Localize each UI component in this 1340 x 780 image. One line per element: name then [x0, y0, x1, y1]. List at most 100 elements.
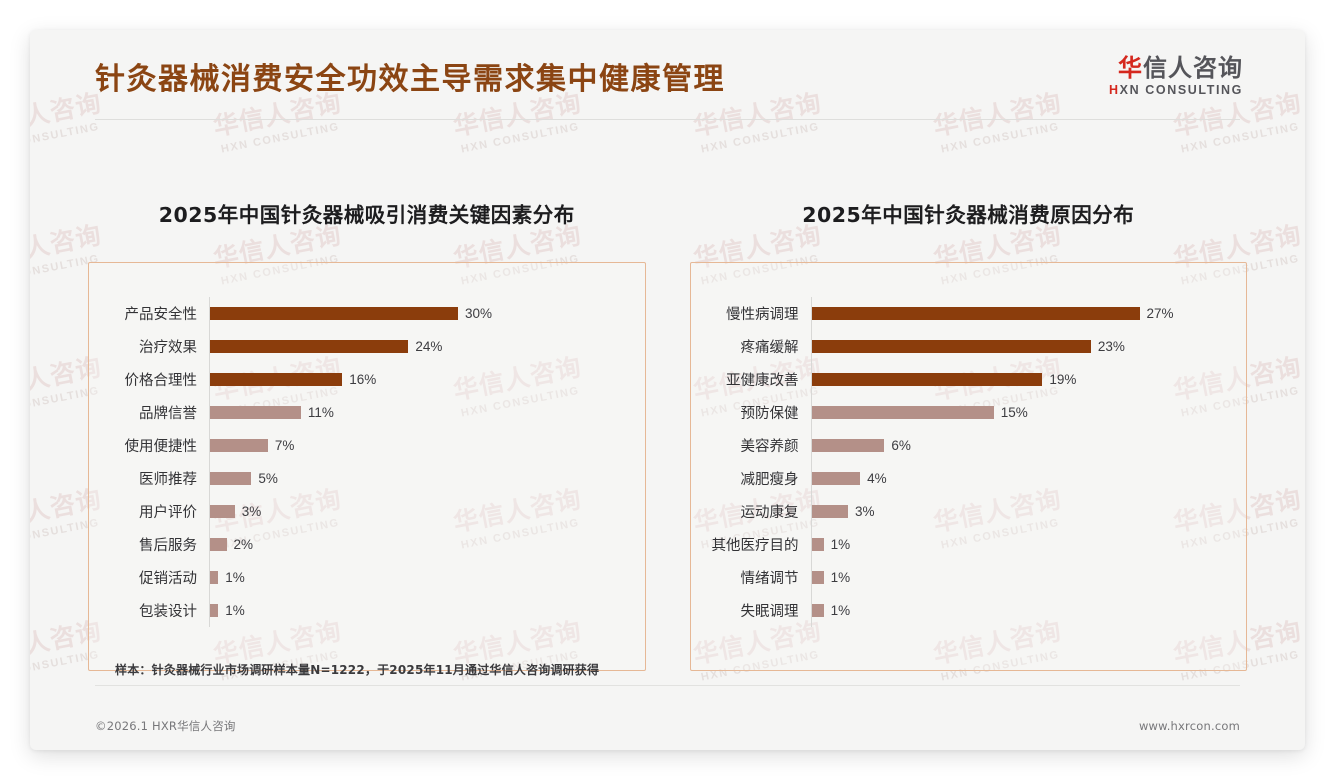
bar-track: 7% [209, 429, 631, 462]
bar-value-label: 3% [241, 504, 262, 519]
bar-value-label: 5% [258, 471, 278, 486]
bar-track: 1% [209, 561, 631, 594]
bar-row: 品牌信誉 11% [89, 396, 631, 429]
chart-panel-right: 慢性病调理 27% 疼痛缓解 23% 亚健康改善 19% 预防保健 15% 美容养颜 6% 减肥瘦身… [689, 262, 1247, 671]
bar-fill [811, 307, 1140, 320]
bar-row: 价格合理性 16% [89, 363, 631, 396]
logo-en-accent: H [1109, 83, 1120, 98]
bar-row: 促销活动 1% [89, 561, 631, 594]
bar-category-label: 其他医疗目的 [711, 538, 799, 554]
bar-list-left: 产品安全性 30% 治疗效果 24% 价格合理性 16% 品牌信誉 11% 使用便捷性 7% 医师推… [89, 297, 631, 644]
bar-row: 治疗效果 24% [89, 330, 631, 363]
bar-category-label: 品牌信誉 [139, 406, 197, 422]
bar-fill [210, 472, 252, 485]
bar-list-right: 慢性病调理 27% 疼痛缓解 23% 亚健康改善 19% 预防保健 15% 美容养颜 6% 减肥瘦身… [691, 297, 1233, 644]
bar-category-label: 用户评价 [139, 505, 197, 521]
bar-fill [210, 538, 227, 551]
bar-value-label: 2% [233, 537, 254, 552]
bar-fill [210, 373, 343, 386]
bar-row: 其他医疗目的 1% [691, 528, 1233, 561]
sample-note: 样本：针灸器械行业市场调研样本量N=1222，于2025年11月通过华信人咨询调… [30, 661, 1305, 686]
copyright-text: ©2026.1 HXR华信人咨询 [95, 719, 236, 733]
bar-row: 售后服务 2% [89, 528, 631, 561]
bar-track: 2% [209, 528, 631, 561]
bar-fill [811, 472, 861, 485]
bar-value-label: 1% [830, 603, 851, 618]
sample-divider [95, 685, 1240, 686]
bar-value-label: 11% [307, 405, 334, 420]
bar-track: 1% [810, 528, 1233, 561]
bar-value-label: 1% [830, 570, 851, 585]
logo-cn-rest: 信人咨询 [1143, 54, 1243, 82]
bar-row: 使用便捷性 7% [89, 429, 631, 462]
bar-value-label: 30% [465, 306, 493, 321]
bar-track: 3% [810, 495, 1233, 528]
bar-category-label: 治疗效果 [139, 340, 197, 356]
bar-category-label: 亚健康改善 [726, 373, 799, 389]
bar-track: 11% [209, 396, 631, 429]
header-divider [95, 119, 1240, 120]
bar-track: 4% [810, 462, 1233, 495]
bar-category-label: 价格合理性 [124, 373, 198, 389]
bar-track: 1% [209, 594, 631, 627]
bar-fill [811, 505, 848, 518]
bar-fill [210, 406, 301, 419]
bar-value-label: 16% [349, 372, 377, 387]
chart-column-left: 2025年中国针灸器械吸引消费关键因素分布 产品安全性 30% 治疗效果 24% 价格合… [30, 126, 668, 671]
bar-category-label: 疼痛缓解 [740, 340, 799, 356]
bar-value-label: 6% [891, 438, 911, 453]
bar-category-label: 医师推荐 [139, 472, 197, 488]
logo-chinese-text: 华信人咨询 [1109, 54, 1243, 82]
bar-category-label: 运动康复 [740, 505, 799, 521]
bar-row: 产品安全性 30% [89, 297, 631, 330]
bar-fill [811, 340, 1091, 353]
website-text: www.hxrcon.com [1138, 719, 1240, 733]
bar-row: 用户评价 3% [89, 495, 631, 528]
chart-column-right: 2025年中国针灸器械消费原因分布 慢性病调理 27% 疼痛缓解 23% 亚健康改善 19… [668, 126, 1306, 671]
bottom-bar: ©2026.1 HXR华信人咨询 www.hxrcon.com [30, 702, 1305, 750]
bar-row: 美容养颜 6% [691, 429, 1233, 462]
bar-value-label: 7% [274, 438, 295, 453]
bar-fill [210, 505, 235, 518]
bar-row: 疼痛缓解 23% [691, 330, 1233, 363]
chart-title-right: 2025年中国针灸器械消费原因分布 [802, 203, 1135, 227]
chart-panel-left: 产品安全性 30% 治疗效果 24% 价格合理性 16% 品牌信誉 11% 使用便捷性 7% 医师推… [88, 262, 646, 671]
bar-value-label: 19% [1049, 372, 1077, 387]
bar-category-label: 使用便捷性 [124, 439, 198, 455]
bar-category-label: 促销活动 [139, 571, 197, 587]
bar-track: 1% [810, 561, 1233, 594]
bar-track: 3% [209, 495, 631, 528]
bar-row: 运动康复 3% [691, 495, 1233, 528]
bar-value-label: 23% [1097, 339, 1125, 354]
logo-en-rest: XN CONSULTING [1119, 83, 1243, 98]
bar-value-label: 24% [415, 339, 443, 354]
bar-category-label: 售后服务 [139, 538, 197, 554]
bar-fill [811, 538, 824, 551]
bar-row: 包装设计 1% [89, 594, 631, 627]
bar-row: 失眠调理 1% [691, 594, 1233, 627]
bar-fill [811, 604, 824, 617]
bar-track: 19% [810, 363, 1233, 396]
bar-value-label: 1% [225, 603, 245, 618]
bar-fill [210, 307, 458, 320]
chart-title-left: 2025年中国针灸器械吸引消费关键因素分布 [158, 203, 575, 227]
sample-note-text: 样本：针灸器械行业市场调研样本量N=1222，于2025年11月通过华信人咨询调… [115, 663, 600, 677]
bar-fill [210, 571, 219, 584]
bar-value-label: 3% [854, 504, 875, 519]
bar-value-label: 15% [1000, 405, 1028, 420]
bar-fill [210, 604, 219, 617]
bar-track: 15% [810, 396, 1233, 429]
bar-track: 1% [810, 594, 1233, 627]
bar-row: 慢性病调理 27% [691, 297, 1233, 330]
bar-category-label: 减肥瘦身 [740, 472, 799, 488]
bar-row: 减肥瘦身 4% [691, 462, 1233, 495]
bar-row: 医师推荐 5% [89, 462, 631, 495]
bar-track: 6% [810, 429, 1233, 462]
bar-track: 5% [209, 462, 631, 495]
bar-value-label: 4% [867, 471, 887, 486]
bar-category-label: 失眠调理 [740, 604, 799, 620]
bar-category-label: 情绪调节 [740, 571, 799, 587]
bar-value-label: 1% [830, 537, 851, 552]
bar-category-label: 预防保健 [740, 406, 799, 422]
